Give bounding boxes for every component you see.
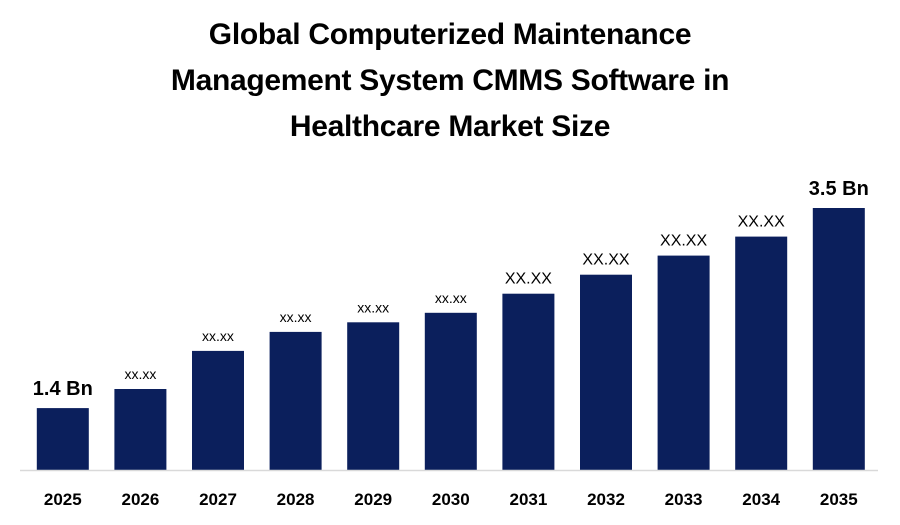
bars-group: [36, 208, 865, 470]
chart-title: Global Computerized Maintenance Manageme…: [0, 12, 900, 150]
x-tick-2030: 2030: [432, 490, 470, 509]
chart-title-line-3: Healthcare Market Size: [289, 110, 611, 143]
bar-2025: [36, 408, 89, 470]
data-label-2035: 3.5 Bn: [809, 178, 869, 200]
bar-2032: [580, 274, 632, 470]
data-label-2027: xx.xx: [202, 328, 234, 344]
x-tick-2027: 2027: [199, 490, 237, 509]
data-label-2025: 1.4 Bn: [33, 378, 93, 400]
bar-2028: [269, 331, 322, 470]
x-tick-2026: 2026: [121, 490, 159, 509]
x-tick-2034: 2034: [742, 490, 780, 509]
x-axis-tick-labels: 2025 2026 2027 2028 2029 2030 2031 2032 2033 2034…: [44, 490, 858, 509]
data-label-2028: xx.xx: [280, 309, 312, 325]
bar-2035: [812, 208, 865, 470]
bar-2026: [114, 389, 167, 470]
bar-2029: [347, 322, 400, 470]
chart-title-line-2: Management System CMMS Software in: [170, 64, 730, 97]
data-labels-group: 1.4 Bn xx.xx xx.xx xx.xx xx.xx xx.xx XX.XX XX.X…: [33, 178, 869, 400]
x-tick-2025: 2025: [44, 490, 82, 509]
data-label-2031: XX.XX: [505, 271, 552, 288]
x-tick-2028: 2028: [277, 490, 315, 509]
x-tick-2032: 2032: [587, 490, 625, 509]
data-label-2033: XX.XX: [660, 233, 707, 250]
bar-2027: [192, 350, 244, 470]
x-tick-2035: 2035: [820, 490, 858, 509]
x-tick-2029: 2029: [354, 490, 392, 509]
data-label-2026: xx.xx: [124, 366, 156, 382]
data-label-2032: XX.XX: [582, 252, 629, 269]
x-tick-2033: 2033: [665, 490, 703, 509]
bar-2034: [735, 236, 788, 470]
data-label-2030: xx.xx: [435, 290, 467, 306]
bar-2031: [502, 293, 555, 470]
data-label-2034: XX.XX: [738, 214, 785, 231]
chart-title-line-1: Global Computerized Maintenance: [208, 18, 692, 51]
bar-2030: [424, 312, 477, 470]
x-tick-2031: 2031: [509, 490, 547, 509]
bar-2033: [657, 255, 710, 470]
data-label-2029: xx.xx: [357, 299, 389, 315]
